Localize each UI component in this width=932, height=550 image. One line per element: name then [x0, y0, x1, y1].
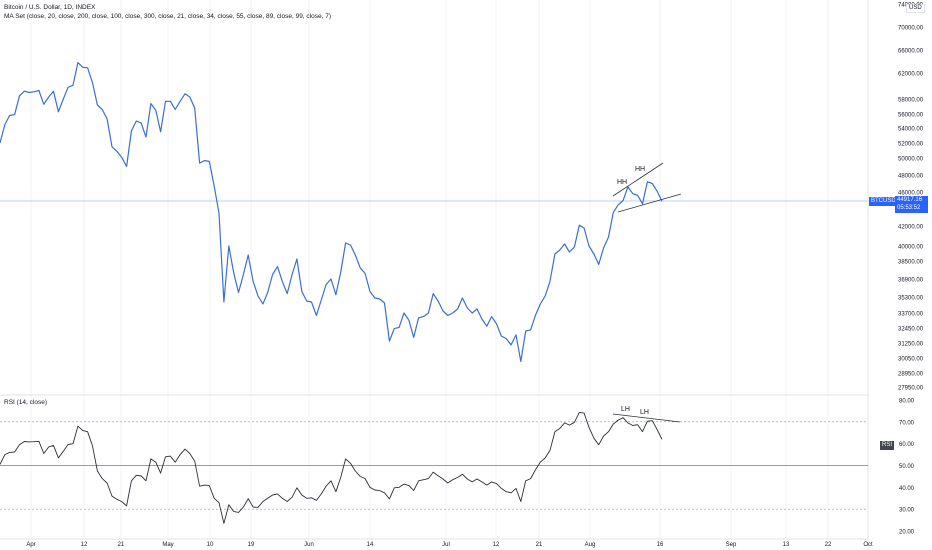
price-tick-label: 66000.00 [898, 49, 924, 55]
rsi-tick-label: 30.00 [899, 508, 915, 514]
annotation-lh-2: LH [640, 409, 649, 416]
trendline-drawings[interactable] [612, 162, 682, 423]
price-tick-label: 28950.00 [898, 372, 924, 378]
symbol-tag: BTCUSD [869, 197, 897, 206]
annotation-lh-1: LH [621, 406, 630, 413]
price-tick-label: 42000.00 [898, 225, 924, 231]
time-tick-label: Aug [585, 542, 596, 548]
price-tick-label: 27950.00 [898, 386, 924, 392]
rsi-series-line [0, 411, 663, 524]
rsi-levels [0, 421, 868, 510]
rsi-trendline[interactable] [612, 413, 681, 423]
price-tick-label: 32450.00 [898, 327, 924, 333]
price-tick-label: 31250.00 [898, 342, 924, 348]
time-tick-label: 12 [493, 542, 500, 548]
price-tick-label: 35300.00 [898, 296, 924, 302]
price-tick-label: 40000.00 [898, 245, 924, 251]
time-tick-label: 19 [248, 542, 255, 548]
time-tick-label: May [162, 542, 173, 548]
time-tick-label: 21 [536, 542, 543, 548]
annotation-hh-1: HH [617, 179, 627, 186]
lower-trendline[interactable] [617, 193, 682, 213]
price-tick-label: 36900.00 [898, 278, 924, 284]
rsi-axis-ticks: 80.00 70.00 60.00 50.00 40.00 30.00 20.00 [899, 399, 915, 536]
price-tick-label: 58000.00 [898, 98, 924, 104]
indicator-label[interactable]: MA Set (close, 20, close, 200, close, 10… [4, 13, 331, 20]
chart-title: Bitcoin / U.S. Dollar, 1D, INDEX [4, 4, 96, 11]
rsi-tick-label: 70.00 [899, 420, 915, 426]
price-tick-label: 38500.00 [898, 260, 924, 266]
time-tick-label: 13 [783, 542, 790, 548]
rsi-tick-label: 50.00 [899, 464, 915, 470]
last-price-tag: 44917.16 [895, 196, 928, 205]
price-tick-label: 50000.00 [898, 157, 924, 163]
time-tick-label: Jun [304, 542, 314, 548]
time-tick-label: 12 [81, 542, 88, 548]
price-tick-label: 54000.00 [898, 127, 924, 133]
time-tick-label: Jul [442, 542, 450, 548]
price-tick-label: 62000.00 [898, 72, 924, 78]
rsi-tick-label: 80.00 [899, 399, 915, 405]
bar-countdown-tag: 05:53:52 [895, 204, 928, 213]
rsi-tick-label: 20.00 [899, 530, 915, 536]
price-tick-label: 33700.00 [898, 312, 924, 318]
currency-label[interactable]: USD [906, 4, 925, 13]
time-tick-label: 16 [657, 542, 664, 548]
time-tick-label: Sep [726, 542, 737, 548]
price-tick-label: 48000.00 [898, 174, 924, 180]
rsi-tick-label: 60.00 [899, 442, 915, 448]
price-tick-label: 30050.00 [898, 357, 924, 363]
rsi-title[interactable]: RSI (14, close) [4, 399, 47, 406]
time-tick-label: 21 [118, 542, 125, 548]
price-tick-label: 46000.00 [898, 191, 924, 197]
upper-trendline[interactable] [612, 162, 664, 197]
time-tick-label: 10 [207, 542, 214, 548]
price-tick-label: 56000.00 [898, 113, 924, 119]
annotation-hh-2: HH [635, 166, 645, 173]
time-tick-label: 14 [367, 542, 374, 548]
price-series-line [0, 61, 663, 362]
time-tick-label: Oct [863, 542, 873, 548]
price-tick-label: 52000.00 [898, 142, 924, 148]
time-tick-label: Apr [26, 542, 35, 548]
rsi-tag: RSI [880, 441, 895, 450]
price-tick-label: 70000.00 [898, 26, 924, 32]
rsi-tick-label: 40.00 [899, 486, 915, 492]
time-axis-ticks: Apr 12 21 May 10 19 Jun 14 Jul 12 21 Aug 16 Sep 13 22 Oc… [26, 542, 873, 548]
time-tick-label: 22 [825, 542, 832, 548]
